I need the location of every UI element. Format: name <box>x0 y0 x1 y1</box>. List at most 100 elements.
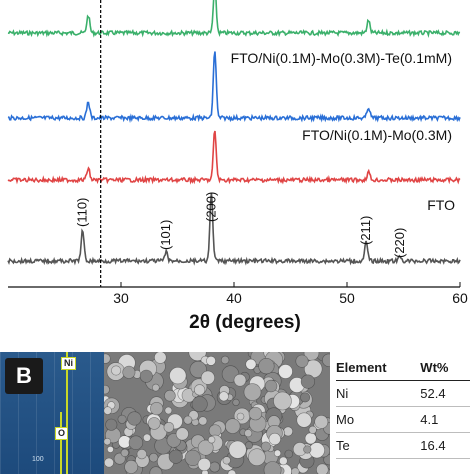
sem-grain <box>279 456 288 466</box>
sem-grain <box>209 461 221 473</box>
sem-grain <box>128 435 144 450</box>
eds-spectrum: B Ni O 100 <box>0 352 104 474</box>
sem-grain <box>124 460 139 474</box>
composition-table: Element Wt% Ni 52.4 Mo 4.1 Te 16.4 <box>336 356 470 459</box>
sem-grain <box>322 353 330 367</box>
sem-grain <box>200 370 215 385</box>
sem-grain <box>304 432 317 445</box>
sem-grain <box>104 437 111 446</box>
series-line <box>7 130 461 185</box>
sem-grain <box>303 445 312 454</box>
sem-grain <box>127 411 142 426</box>
table-row: Mo 4.1 <box>336 406 470 433</box>
sem-grain <box>263 461 282 474</box>
cell-element: Ni <box>336 380 421 407</box>
cell-wt: 52.4 <box>420 380 470 407</box>
peak-annotations: (110) (101) (200) (211) (220) <box>75 192 408 258</box>
header-element: Element <box>336 356 421 381</box>
sem-grain <box>248 448 266 466</box>
sem-grain <box>107 446 114 453</box>
sem-grain <box>184 449 201 466</box>
sem-grain <box>227 469 237 474</box>
sem-grain <box>164 389 176 402</box>
sem-grain <box>290 467 300 474</box>
sem-grain <box>164 406 173 415</box>
sem-grain <box>120 448 129 457</box>
sem-grain <box>147 417 161 430</box>
sem-grain <box>149 401 164 416</box>
sem-grain <box>142 433 151 442</box>
sem-grain <box>149 466 163 474</box>
panel-letter: B <box>5 358 43 394</box>
peak-annotation: (200) <box>203 192 218 222</box>
sem-grain <box>236 412 245 421</box>
sem-grain <box>104 353 111 364</box>
header-wt: Wt% <box>420 356 470 381</box>
sem-grain <box>218 391 229 402</box>
sem-grain <box>104 457 114 468</box>
sem-grain <box>228 440 247 459</box>
sem-grain <box>151 383 160 392</box>
sem-grain <box>300 374 315 389</box>
sem-grain <box>245 358 257 370</box>
sem-grain <box>278 364 293 379</box>
series-label: FTO <box>427 197 455 213</box>
sem-grain <box>206 355 216 366</box>
sem-grain <box>296 412 312 428</box>
sem-grain <box>220 355 230 365</box>
sem-grain <box>198 416 208 426</box>
sem-grain <box>232 398 240 407</box>
sem-grain <box>258 358 275 375</box>
sem-grain <box>154 352 167 364</box>
x-tick-label: 40 <box>226 290 242 306</box>
eds-peak-label-ni: Ni <box>61 357 76 370</box>
sem-grain <box>191 396 208 413</box>
eds-peak-line-o <box>60 412 62 474</box>
sem-grain <box>308 442 325 459</box>
series-label: FTO/Ni(0.1M)-Mo(0.3M)-Te(0.1mM) <box>231 50 452 66</box>
x-axis-label: 2θ (degrees) <box>189 312 301 333</box>
x-tick-label: 50 <box>339 290 355 306</box>
sem-grain <box>224 418 241 434</box>
sem-grain <box>193 384 206 396</box>
series-label: FTO/Ni(0.1M)-Mo(0.3M) <box>302 127 452 143</box>
cell-wt: 16.4 <box>420 432 470 459</box>
x-axis: 30 40 50 60 <box>8 282 468 306</box>
sem-grain <box>273 391 292 411</box>
sem-grain <box>207 435 216 444</box>
sem-grain <box>248 406 263 421</box>
xrd-traces <box>7 0 461 266</box>
sem-grain <box>233 373 247 387</box>
sem-grain <box>244 429 253 438</box>
sem-grain <box>104 406 112 415</box>
sem-grain <box>175 427 189 441</box>
sem-grain <box>264 379 278 393</box>
sem-grain <box>308 425 317 434</box>
peak-annotation: (211) <box>358 216 373 245</box>
peak-annotation: (220) <box>392 228 407 258</box>
sem-grain <box>111 365 122 376</box>
eds-peak-label-o: O <box>55 427 69 440</box>
sem-grain <box>139 369 153 383</box>
sem-image <box>104 352 330 474</box>
series-labels: FTO/Ni(0.1M)-Mo(0.3M)-Te(0.1mM) FTO/Ni(0.… <box>231 50 456 213</box>
panel-b: B Ni O 100 Element Wt% Ni 52.4 Mo 4.1 T <box>0 352 474 474</box>
sem-grain <box>163 422 175 433</box>
eds-peak-line-ni <box>66 352 68 474</box>
cell-wt: 4.1 <box>420 406 470 433</box>
peak-annotation: (110) <box>75 198 90 227</box>
table-header-row: Element Wt% <box>336 356 470 381</box>
sem-grain <box>268 432 281 446</box>
x-tick-label: 60 <box>452 290 468 306</box>
xrd-chart: FTO/Ni(0.1M)-Mo(0.3M)-Te(0.1mM) FTO/Ni(0.… <box>7 0 468 333</box>
series-line <box>7 51 461 124</box>
sem-grain <box>105 418 118 431</box>
table-row: Ni 52.4 <box>336 380 470 407</box>
sem-grain <box>260 441 271 452</box>
sem-grain <box>183 415 193 425</box>
sem-texture <box>104 352 330 474</box>
sem-grain <box>284 449 294 459</box>
sem-grain <box>273 449 282 457</box>
table-row: Te 16.4 <box>336 432 470 459</box>
sem-grain <box>122 365 136 379</box>
